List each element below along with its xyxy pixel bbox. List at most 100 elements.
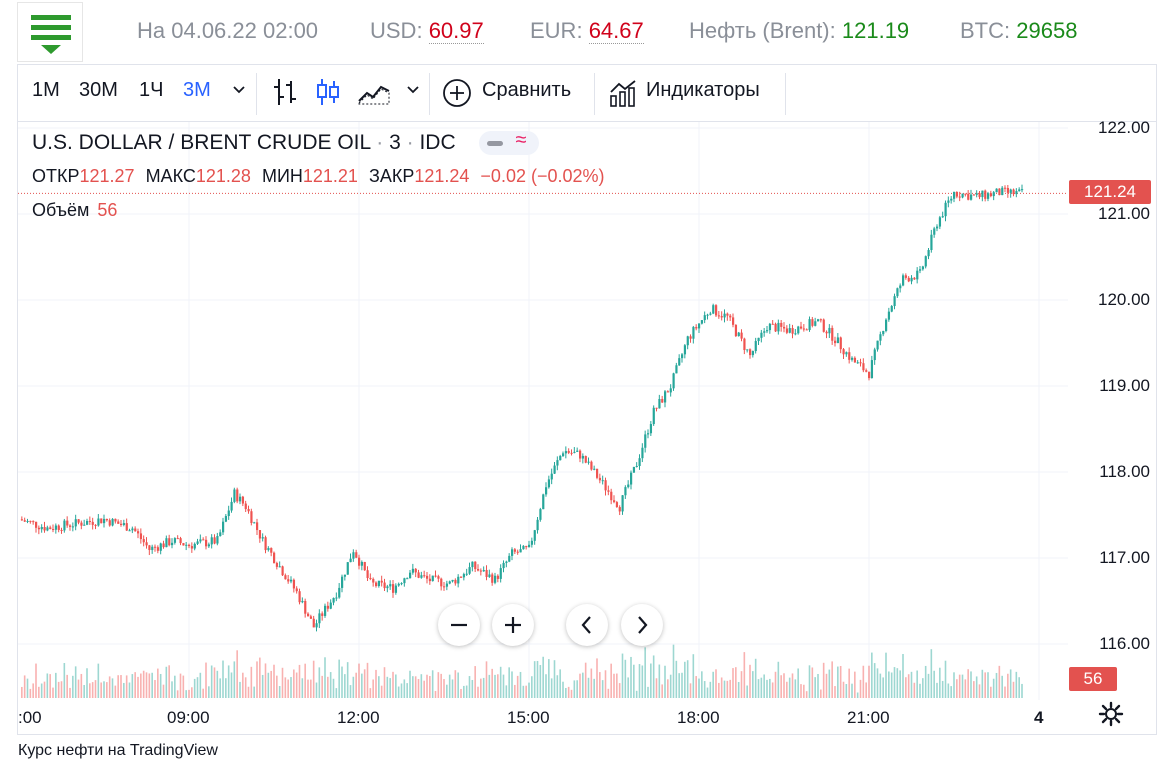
indicators-button[interactable]: Индикаторы — [646, 79, 760, 101]
zoom-in-button[interactable] — [492, 604, 534, 646]
quote-eur[interactable]: EUR: 64.67 — [530, 18, 644, 44]
interval-dropdown-icon[interactable] — [232, 85, 246, 95]
candle-body — [94, 524, 97, 526]
scroll-left-button[interactable] — [566, 604, 608, 646]
volume-bar — [196, 677, 199, 698]
candle-body — [332, 597, 335, 603]
chart-type-dropdown-icon[interactable] — [406, 85, 420, 95]
volume-bar — [570, 689, 573, 698]
candle-body — [346, 562, 349, 575]
candle-body — [100, 518, 103, 524]
candle-body — [278, 566, 281, 568]
volume-bar — [808, 665, 811, 698]
volume-bar — [650, 663, 652, 698]
settings-gear-icon[interactable] — [1098, 701, 1124, 727]
candle-body — [706, 314, 709, 316]
y-tick-label: 118.00 — [1099, 462, 1150, 481]
volume-bar — [630, 656, 632, 698]
volume-bar — [766, 679, 768, 698]
candle-body — [746, 349, 749, 351]
candle-body — [525, 545, 528, 548]
candle-body — [658, 399, 661, 409]
toolbar-divider — [594, 73, 595, 115]
candle-body — [400, 583, 403, 585]
interval-1h[interactable]: 1Ч — [139, 79, 164, 101]
candle-body — [241, 496, 245, 504]
candle-body — [324, 605, 327, 616]
area-style-icon[interactable] — [358, 81, 390, 105]
candle-body — [437, 576, 440, 579]
volume-bar — [970, 671, 972, 698]
interval-30m[interactable]: 30М — [79, 79, 118, 101]
candle-body — [828, 327, 831, 334]
volume-bar — [769, 678, 771, 698]
candle-body — [182, 543, 185, 546]
candle-body — [768, 323, 772, 331]
high-value: 121.28 — [195, 166, 251, 186]
candle-body — [479, 570, 483, 572]
compare-plus-icon[interactable] — [442, 78, 472, 108]
candle-body — [573, 451, 576, 453]
scroll-right-button[interactable] — [621, 604, 663, 646]
candle-body — [848, 352, 851, 360]
candle-body — [669, 388, 672, 393]
volume-bar — [400, 683, 403, 698]
volume-bar — [800, 684, 802, 698]
candle-body — [403, 578, 406, 584]
candle-body — [457, 576, 460, 584]
source-caption[interactable]: Курс нефти на TradingView — [18, 742, 218, 759]
volume-bar — [709, 681, 712, 698]
candle-body — [641, 447, 644, 459]
volume-bar — [253, 686, 255, 698]
volume-bar — [94, 680, 97, 698]
volume-bar — [60, 681, 63, 698]
bars-style-icon[interactable] — [272, 77, 298, 107]
quote-btc[interactable]: BTC: 29658 — [960, 18, 1077, 44]
volume-bar — [613, 673, 615, 698]
candle-body — [961, 193, 964, 198]
volume-bar — [355, 672, 357, 698]
volume-bar — [165, 666, 168, 698]
volume-bar — [746, 685, 748, 698]
volume-bar — [616, 673, 618, 698]
candle-body — [66, 520, 69, 526]
price-axis[interactable]: 122.00 121.00 120.00 119.00 118.00 117.00 116.… — [1068, 118, 1156, 700]
candles-style-icon[interactable] — [316, 77, 340, 107]
volume-bar — [159, 673, 162, 698]
volume-bar — [752, 671, 754, 698]
menu-logo-button[interactable] — [17, 2, 83, 62]
candle-body — [516, 551, 519, 553]
candle-body — [732, 317, 735, 325]
symbol-source: IDC — [419, 131, 456, 154]
candle-body — [882, 330, 885, 335]
volume-bar — [43, 681, 46, 698]
quote-oil[interactable]: Нефть (Brent): 121.19 — [689, 18, 909, 44]
interval-3m[interactable]: 3М — [183, 79, 211, 101]
compare-button[interactable]: Сравнить — [482, 79, 572, 101]
indicators-icon[interactable] — [608, 78, 638, 108]
y-tick-label: 117.00 — [1099, 548, 1150, 567]
volume-bar — [179, 673, 182, 698]
volume-bar — [876, 668, 879, 698]
quote-usd[interactable]: USD: 60.97 — [370, 18, 484, 44]
interval-1m[interactable]: 1М — [32, 79, 60, 101]
volume-bar — [845, 684, 848, 698]
volume-bar — [610, 663, 612, 698]
candle-body — [916, 270, 919, 280]
volume-bar — [723, 680, 726, 698]
price-chart-plot[interactable] — [18, 122, 1068, 700]
volume-bar — [837, 666, 839, 698]
wave-icon: ≈ — [515, 129, 527, 152]
legend-toggle-pill[interactable]: ≈ — [479, 129, 540, 156]
candle-body — [434, 575, 437, 577]
volume-bar — [497, 674, 499, 698]
candle-body — [304, 600, 307, 614]
volume-bar — [720, 677, 723, 698]
candle-body — [547, 479, 551, 488]
volume-bar — [556, 675, 559, 698]
volume-bar — [83, 685, 85, 698]
zoom-out-button[interactable] — [438, 604, 480, 646]
volume-bar — [998, 665, 1001, 698]
y-tick-label: 121.00 — [1098, 204, 1150, 223]
candle-body — [811, 319, 814, 326]
